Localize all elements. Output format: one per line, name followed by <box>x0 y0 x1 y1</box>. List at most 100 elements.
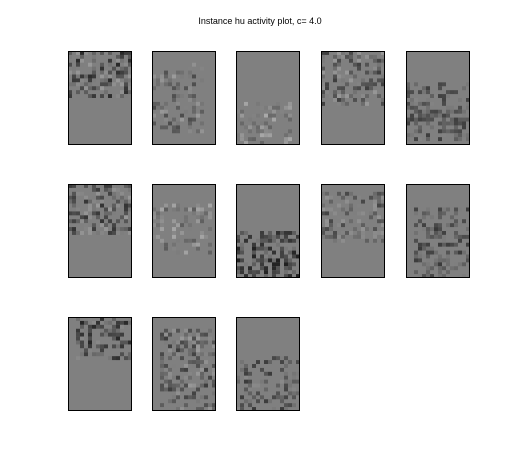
heatmap-cell <box>345 211 349 216</box>
heatmap-cell <box>422 262 426 267</box>
heatmap-cell <box>462 113 466 118</box>
heatmap-cell <box>454 266 458 271</box>
heatmap-cell <box>381 51 385 55</box>
heatmap-cell <box>414 121 418 126</box>
heatmap-cell <box>321 51 325 55</box>
heatmap-cell <box>204 383 208 388</box>
heatmap-cell <box>116 62 120 67</box>
heatmap-cell <box>168 375 172 380</box>
heatmap-cell <box>96 195 100 200</box>
heatmap-cell <box>124 227 128 231</box>
heatmap-cell <box>292 231 296 235</box>
heatmap-cell <box>128 231 132 235</box>
heatmap-cell <box>329 227 333 231</box>
heatmap-cell <box>176 348 180 353</box>
heatmap-cell <box>244 262 248 267</box>
heatmap-cell <box>446 250 450 255</box>
heatmap-cell <box>88 203 92 208</box>
heatmap-cell <box>100 320 104 325</box>
heatmap-cell <box>252 250 256 255</box>
heatmap-cell <box>260 231 264 235</box>
heatmap-cell <box>152 86 156 91</box>
heatmap-cell <box>172 246 176 251</box>
heatmap-cell <box>260 105 264 110</box>
heatmap-cell <box>164 379 168 384</box>
heatmap-cell <box>430 274 434 278</box>
heatmap-cell <box>164 340 168 345</box>
heatmap-cell <box>92 66 96 71</box>
heatmap-cell <box>288 250 292 255</box>
heatmap-cell <box>426 117 430 122</box>
heatmap-cell <box>377 78 381 83</box>
heatmap-cell <box>349 51 353 55</box>
heatmap-cell <box>284 356 288 361</box>
heatmap-cell <box>333 90 337 95</box>
heatmap-cell <box>272 266 276 271</box>
heatmap-cell <box>260 238 264 243</box>
heatmap-cell <box>160 383 164 388</box>
heatmap-cell <box>104 51 108 55</box>
heatmap-cell <box>200 105 204 110</box>
heatmap-cell <box>244 399 248 404</box>
heatmap-cell <box>450 242 454 247</box>
heatmap-cell <box>184 238 188 243</box>
heatmap-cell <box>369 82 373 87</box>
heatmap-cell <box>458 250 462 255</box>
heatmap-cell <box>422 117 426 122</box>
heatmap-cell <box>196 364 200 368</box>
heatmap-cell <box>92 352 96 357</box>
heatmap-cell <box>426 262 430 267</box>
heatmap-cell <box>116 187 120 192</box>
heatmap-cell <box>116 328 120 333</box>
heatmap-cell <box>180 336 184 341</box>
heatmap-cell <box>88 317 92 321</box>
heatmap-cell <box>406 82 410 87</box>
heatmap-cell <box>184 328 188 333</box>
heatmap-cell <box>176 250 180 255</box>
heatmap-cell <box>184 250 188 255</box>
heatmap-cell <box>76 317 80 321</box>
heatmap-cell <box>284 113 288 118</box>
heatmap-panel-6 <box>68 184 132 278</box>
heatmap-cell <box>426 242 430 247</box>
heatmap-cell <box>345 82 349 87</box>
heatmap-cell <box>292 250 296 255</box>
heatmap-cell <box>406 109 410 114</box>
heatmap-cell <box>280 234 284 239</box>
heatmap-cell <box>430 125 434 130</box>
heatmap-cell <box>369 211 373 216</box>
heatmap-cell <box>84 352 88 357</box>
heatmap-cell <box>80 352 84 357</box>
heatmap-cell <box>260 254 264 259</box>
heatmap-cell <box>284 379 288 384</box>
heatmap-cell <box>357 219 361 224</box>
heatmap-cell <box>438 215 442 220</box>
heatmap-cell <box>434 90 438 95</box>
heatmap-cell <box>164 242 168 247</box>
heatmap-cell <box>288 266 292 271</box>
heatmap-cell <box>333 74 337 79</box>
heatmap-cell <box>128 227 132 231</box>
heatmap-cell <box>96 211 100 216</box>
heatmap-cell <box>256 129 260 134</box>
heatmap-cell <box>108 58 112 63</box>
heatmap-cell <box>180 379 184 384</box>
heatmap-cell <box>438 86 442 91</box>
heatmap-cell <box>377 191 381 196</box>
heatmap-cell <box>184 105 188 110</box>
heatmap-cell <box>208 336 212 341</box>
heatmap-cell <box>268 254 272 259</box>
heatmap-cell <box>176 105 180 110</box>
heatmap-cell <box>180 223 184 228</box>
heatmap-cell <box>80 78 84 83</box>
heatmap-cell <box>450 117 454 122</box>
heatmap-cell <box>264 387 268 392</box>
panel-border <box>321 51 385 145</box>
heatmap-cell <box>152 101 156 106</box>
heatmap-cell <box>172 364 176 368</box>
heatmap-cell <box>88 344 92 349</box>
heatmap-cell <box>160 125 164 130</box>
heatmap-cell <box>272 387 276 392</box>
heatmap-cell <box>192 344 196 349</box>
heatmap-cell <box>168 78 172 83</box>
